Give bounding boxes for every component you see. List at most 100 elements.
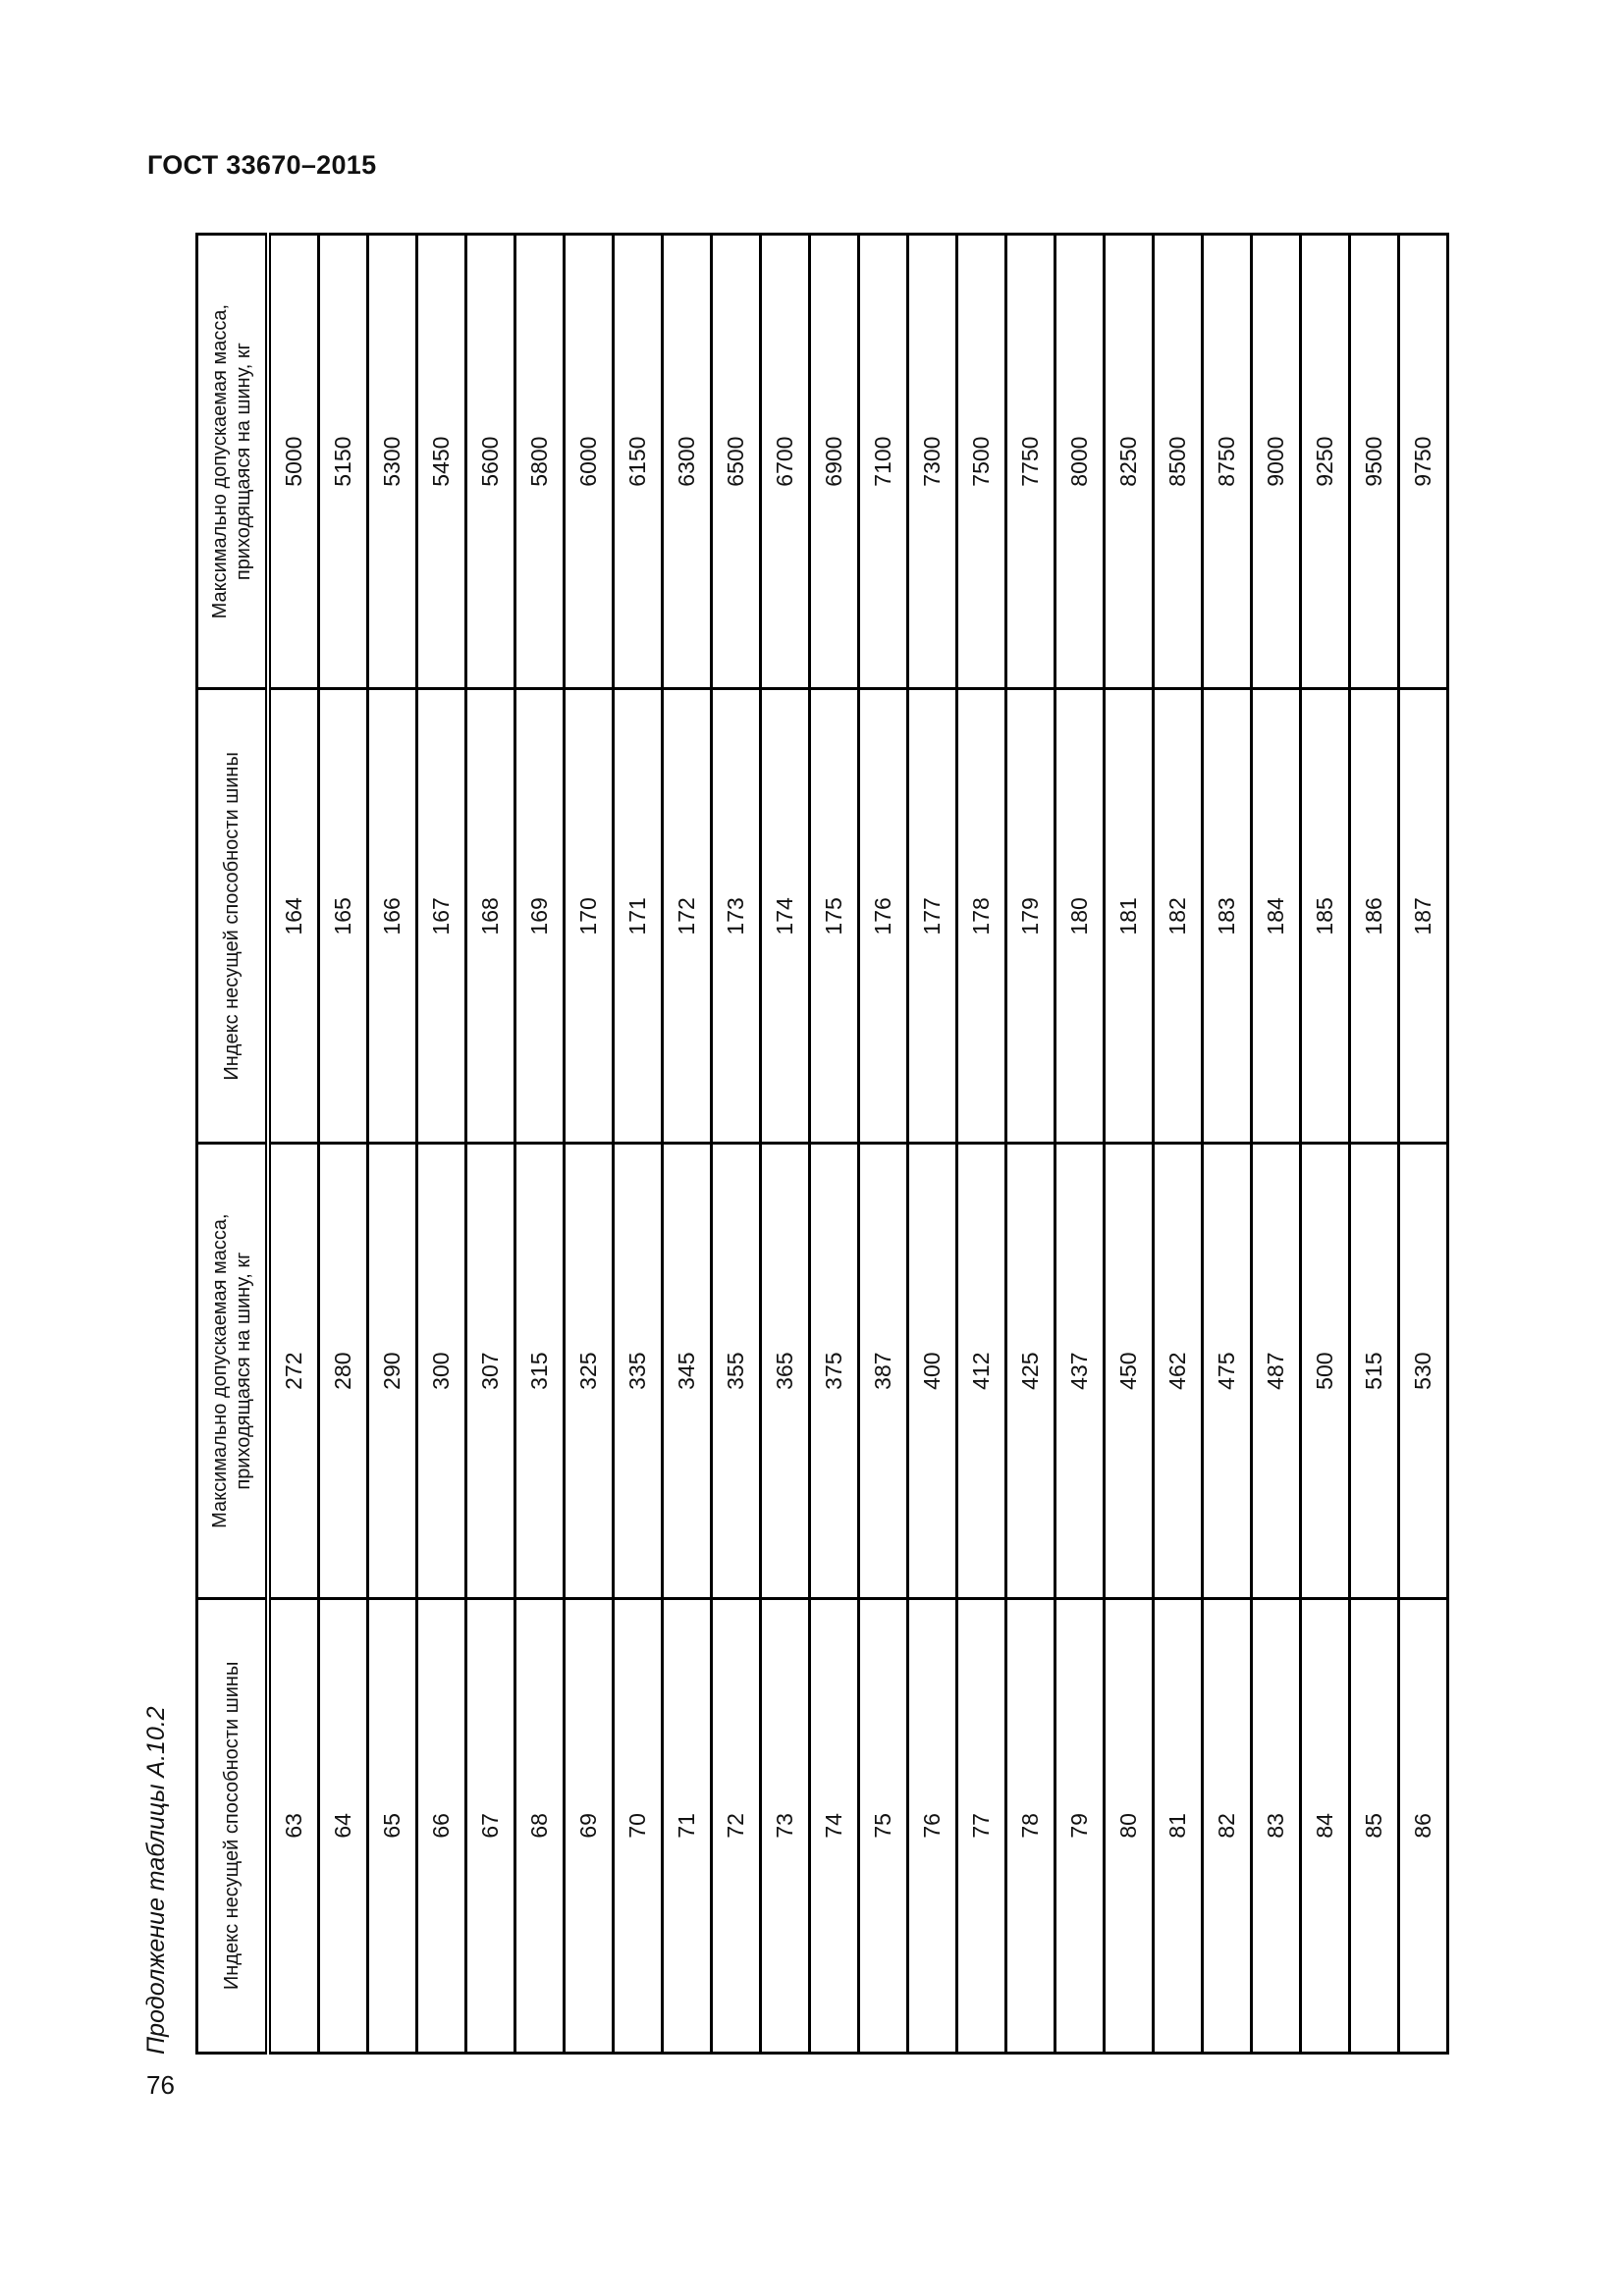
load-index-cell: 72 [711,1598,761,2054]
load-index-cell: 164 [268,688,319,1144]
max-mass-cell: 515 [1349,1144,1399,1599]
max-mass-cell: 5300 [367,234,417,689]
load-index-cell: 82 [1202,1598,1252,2054]
table-row: 68 315 169 5800 [514,234,565,2054]
load-index-cell: 70 [613,1598,663,2054]
table-row: 73 365 174 6700 [760,234,810,2054]
load-index-cell: 185 [1300,688,1350,1144]
load-index-cell: 66 [416,1598,466,2054]
max-mass-cell: 425 [1005,1144,1055,1599]
max-mass-cell: 315 [514,1144,565,1599]
max-mass-cell: 290 [367,1144,417,1599]
max-mass-cell: 530 [1398,1144,1448,1599]
max-mass-cell: 6700 [760,234,810,689]
table-row: 64 280 165 5150 [318,234,368,2054]
load-index-cell: 165 [318,688,368,1144]
table-row: 67 307 168 5600 [465,234,515,2054]
load-index-cell: 184 [1251,688,1301,1144]
load-index-cell: 77 [956,1598,1006,2054]
max-mass-cell: 9250 [1300,234,1350,689]
load-index-cell: 85 [1349,1598,1399,2054]
column-header-line: приходящаяся на шину, кг [233,343,254,581]
load-index-cell: 176 [858,688,908,1144]
load-index-cell: 63 [268,1598,319,2054]
column-header-3: Индекс несущей способности шины [196,688,268,1144]
table-row: 83 487 184 9000 [1251,234,1301,2054]
max-mass-cell: 8000 [1055,234,1105,689]
table-row: 72 355 173 6500 [711,234,761,2054]
load-index-cell: 64 [318,1598,368,2054]
max-mass-cell: 5450 [416,234,466,689]
table-row: 74 375 175 6900 [809,234,859,2054]
column-header-1: Индекс несущей способности шины [196,1598,268,2054]
load-index-cell: 166 [367,688,417,1144]
max-mass-cell: 307 [465,1144,515,1599]
table-row: 71 345 172 6300 [662,234,712,2054]
column-header-line: Индекс несущей способности шины [221,752,243,1081]
load-index-cell: 175 [809,688,859,1144]
max-mass-cell: 280 [318,1144,368,1599]
max-mass-cell: 475 [1202,1144,1252,1599]
max-mass-cell: 335 [613,1144,663,1599]
table-row: 81 462 182 8500 [1153,234,1203,2054]
table-row: 78 425 179 7750 [1005,234,1055,2054]
load-index-cell: 167 [416,688,466,1144]
load-index-cell: 74 [809,1598,859,2054]
page-number: 76 [146,2070,175,2100]
max-mass-cell: 400 [907,1144,957,1599]
load-index-cell: 173 [711,688,761,1144]
load-index-cell: 168 [465,688,515,1144]
max-mass-cell: 7100 [858,234,908,689]
load-index-cell: 187 [1398,688,1448,1144]
table-row: 63 272 164 5000 [268,234,319,2054]
column-header-2: Максимально допускаемая масса, приходящая… [196,1144,268,1599]
document-title: ГОСТ 33670–2015 [147,150,377,180]
table-row: 84 500 185 9250 [1300,234,1350,2054]
load-index-cell: 186 [1349,688,1399,1144]
max-mass-cell: 325 [564,1144,614,1599]
max-mass-cell: 5800 [514,234,565,689]
load-index-cell: 73 [760,1598,810,2054]
load-index-cell: 180 [1055,688,1105,1144]
load-index-cell: 182 [1153,688,1203,1144]
column-header-4: Максимально допускаемая масса, приходящая… [196,234,268,689]
load-index-cell: 174 [760,688,810,1144]
load-index-table-rotated: Индекс несущей способности шины Максималь… [195,233,1449,2055]
max-mass-cell: 300 [416,1144,466,1599]
table-row: 77 412 178 7500 [956,234,1006,2054]
max-mass-cell: 9500 [1349,234,1399,689]
table-row: 69 325 170 6000 [564,234,614,2054]
max-mass-cell: 6150 [613,234,663,689]
table-row: 80 450 181 8250 [1104,234,1154,2054]
max-mass-cell: 6300 [662,234,712,689]
max-mass-cell: 500 [1300,1144,1350,1599]
max-mass-cell: 345 [662,1144,712,1599]
load-index-cell: 177 [907,688,957,1144]
load-index-cell: 68 [514,1598,565,2054]
max-mass-cell: 272 [268,1144,319,1599]
load-index-cell: 178 [956,688,1006,1144]
load-index-cell: 83 [1251,1598,1301,2054]
max-mass-cell: 412 [956,1144,1006,1599]
max-mass-cell: 7750 [1005,234,1055,689]
load-index-cell: 65 [367,1598,417,2054]
max-mass-cell: 6000 [564,234,614,689]
max-mass-cell: 9000 [1251,234,1301,689]
load-index-cell: 86 [1398,1598,1448,2054]
table-header-row: Индекс несущей способности шины Максималь… [196,234,268,2054]
max-mass-cell: 487 [1251,1144,1301,1599]
load-index-cell: 80 [1104,1598,1154,2054]
max-mass-cell: 6900 [809,234,859,689]
table-row: 66 300 167 5450 [416,234,466,2054]
load-index-cell: 69 [564,1598,614,2054]
max-mass-cell: 8750 [1202,234,1252,689]
column-header-line: Максимально допускаемая масса, [209,303,231,619]
max-mass-cell: 5000 [268,234,319,689]
load-index-cell: 169 [514,688,565,1144]
table-row: 85 515 186 9500 [1349,234,1399,2054]
load-index-cell: 67 [465,1598,515,2054]
table-row: 76 400 177 7300 [907,234,957,2054]
max-mass-cell: 7500 [956,234,1006,689]
table-caption: Продолжение таблицы А.10.2 [142,1706,170,2055]
column-header-line: Максимально допускаемая масса, [209,1213,231,1528]
